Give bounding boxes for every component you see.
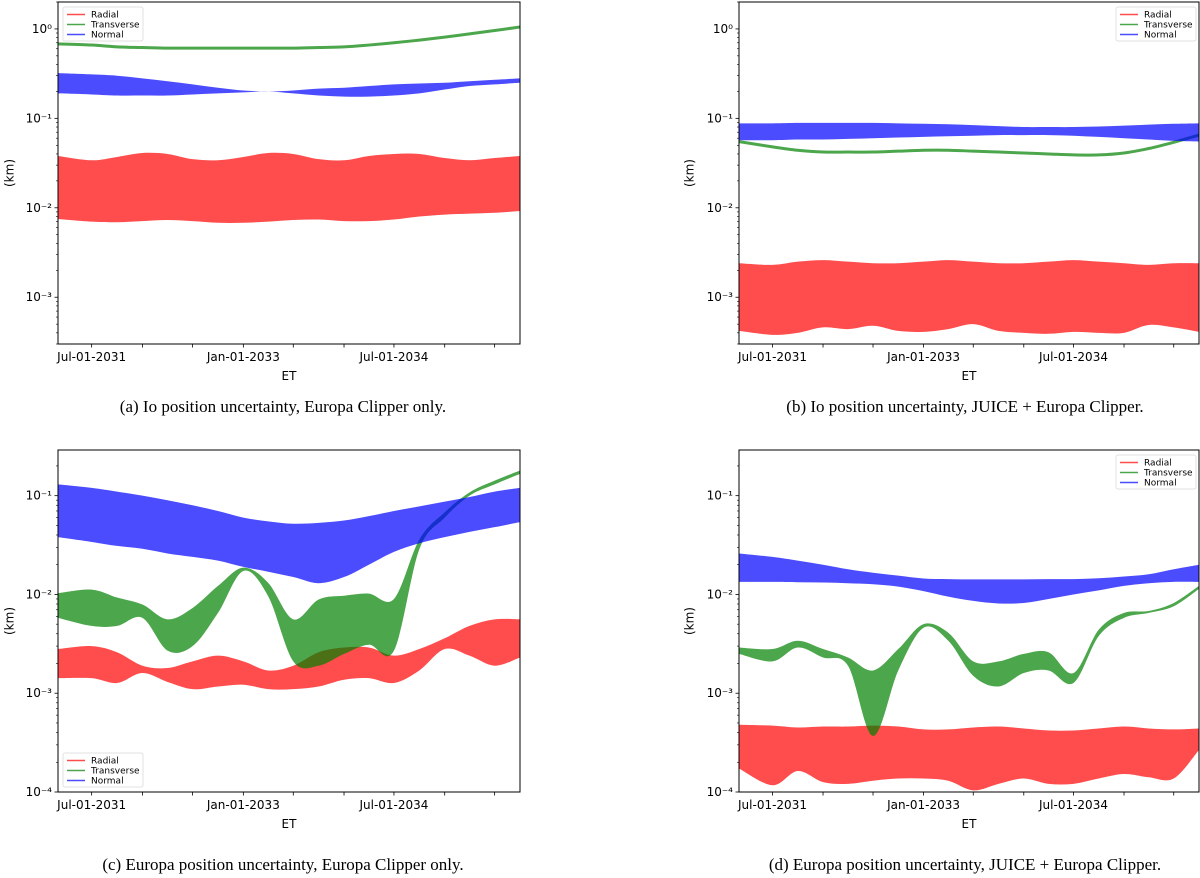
x-axis-label: ET: [282, 817, 298, 831]
x-tick-label: Jul-01-2031: [56, 350, 126, 364]
legend-label-radial: Radial: [1144, 11, 1172, 21]
y-tick-label: 10⁻¹: [26, 489, 53, 503]
axes-frame: [57, 449, 521, 793]
x-tick-label: Jan-01-2033: [886, 350, 960, 364]
y-tick-label: 10⁻³: [26, 686, 53, 700]
legend-box: [62, 752, 144, 788]
axes-frame: [57, 1, 521, 345]
x-axis-label: ET: [962, 817, 978, 831]
y-tick-label: 10⁻³: [707, 686, 734, 700]
y-tick-label: 10⁰: [713, 22, 733, 36]
x-tick-label: Jul-01-2034: [358, 350, 428, 364]
y-axis-label: (km): [3, 607, 17, 635]
y-axis-label: (km): [683, 159, 697, 187]
y-tick-label: 10⁻⁴: [26, 785, 53, 799]
plot-area: [739, 553, 1199, 791]
x-tick-label: Jul-01-2031: [737, 798, 807, 812]
band-normal: [739, 122, 1199, 142]
line-transverse: [739, 133, 1199, 157]
x-axis-label: ET: [962, 369, 978, 383]
plot-area: [739, 122, 1199, 335]
legend-box: [1115, 6, 1197, 42]
y-axis-label: (km): [683, 607, 697, 635]
band-transverse: [739, 585, 1199, 736]
band-normal: [739, 553, 1199, 604]
plot-area: [58, 25, 520, 223]
y-tick-label: 10⁻¹: [707, 111, 734, 125]
line-transverse: [58, 25, 520, 50]
band-transverse: [58, 470, 520, 669]
legend-label-normal: Normal: [1144, 31, 1177, 41]
band-normal: [58, 484, 520, 584]
y-tick-label: 10⁻²: [26, 587, 53, 601]
band-radial: [739, 724, 1199, 791]
y-tick-label: 10⁻²: [707, 201, 734, 215]
axes-frame: [738, 1, 1200, 345]
legend-box: [1115, 454, 1197, 490]
legend-label-transverse: Transverse: [1143, 21, 1193, 31]
y-tick-label: 10⁰: [32, 22, 52, 36]
y-tick-label: 10⁻¹: [707, 489, 734, 503]
y-tick-label: 10⁻¹: [26, 111, 53, 125]
x-tick-label: Jan-01-2033: [206, 350, 280, 364]
y-tick-label: 10⁻³: [707, 290, 734, 304]
figure-caption: (a) Io position uncertainty, Europa Clip…: [120, 397, 446, 416]
legend-box: [62, 6, 144, 42]
legend-label-normal: Normal: [91, 777, 124, 787]
figure-caption: (c) Europa position uncertainty, Europa …: [102, 855, 463, 874]
figure-caption: (b) Io position uncertainty, JUICE + Eur…: [786, 397, 1143, 416]
x-tick-label: Jul-01-2034: [1038, 798, 1108, 812]
legend-label-radial: Radial: [91, 11, 119, 21]
panel-b: 10⁰ 10⁻¹ 10⁻² 10⁻³ Jul-01-2031 Jan-01-2033 Jul…: [683, 1, 1200, 416]
figure-caption: (d) Europa position uncertainty, JUICE +…: [769, 855, 1161, 874]
x-tick-label: Jan-01-2033: [886, 798, 960, 812]
x-axis-label: ET: [282, 369, 298, 383]
x-tick-label: Jan-01-2033: [206, 798, 280, 812]
legend-label-normal: Normal: [91, 31, 124, 41]
plot-area: [58, 470, 520, 690]
legend-label-normal: Normal: [1144, 479, 1177, 489]
legend-label-transverse: Transverse: [90, 767, 140, 777]
band-radial: [58, 152, 520, 223]
axes-frame: [738, 449, 1200, 793]
y-tick-label: 10⁻³: [26, 290, 53, 304]
panel-a: 10⁰ 10⁻¹ 10⁻² 10⁻³ Jul-01-2031 Jan-01-2033 Jul…: [3, 1, 521, 416]
x-tick-label: Jul-01-2034: [1038, 350, 1108, 364]
legend-label-radial: Radial: [1144, 459, 1172, 469]
band-radial: [58, 618, 520, 690]
y-tick-label: 10⁻⁴: [707, 785, 734, 799]
band-normal: [58, 73, 520, 97]
legend-label-transverse: Transverse: [1143, 469, 1193, 479]
x-tick-label: Jul-01-2034: [358, 798, 428, 812]
legend-label-radial: Radial: [91, 757, 119, 767]
y-tick-label: 10⁻²: [26, 201, 53, 215]
x-tick-label: Jul-01-2031: [737, 350, 807, 364]
legend-label-transverse: Transverse: [90, 21, 140, 31]
y-tick-label: 10⁻²: [707, 587, 734, 601]
y-axis-label: (km): [3, 159, 17, 187]
x-tick-label: Jul-01-2031: [56, 798, 126, 812]
band-radial: [739, 260, 1199, 335]
